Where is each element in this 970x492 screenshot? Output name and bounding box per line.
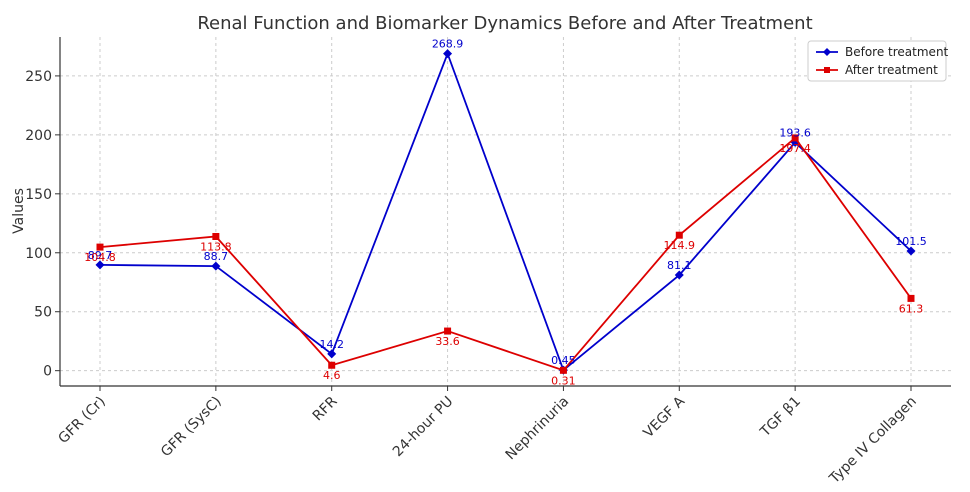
data-label: 0.45 — [551, 354, 576, 367]
data-point — [211, 261, 221, 271]
series-line-after — [99, 136, 912, 372]
data-label: 81.1 — [667, 259, 692, 272]
data-point — [328, 361, 336, 369]
data-label: 0.31 — [551, 374, 576, 387]
data-label: 197.4 — [779, 142, 811, 155]
data-point — [906, 246, 916, 256]
y-tick-label: 0 — [43, 364, 52, 380]
chart-title: Renal Function and Biomarker Dynamics Be… — [197, 13, 812, 34]
data-labels: 89.7 88.7 14.2 268.9 0.45 81.1 193.6 101.5 104.8… — [84, 38, 927, 388]
data-label: 4.6 — [323, 369, 341, 382]
data-label: 101.5 — [895, 235, 927, 248]
data-point — [212, 232, 220, 240]
data-label: 268.9 — [432, 38, 464, 51]
y-tick-label: 250 — [25, 69, 52, 85]
axes: 0 50 100 150 200 250 GFR (Cr) GFR (SysC) RFR 24-h… — [25, 37, 951, 487]
series-line-before — [99, 51, 912, 372]
legend-box — [807, 40, 947, 82]
data-point — [559, 366, 567, 374]
series-layer — [95, 49, 916, 375]
x-tick-label: Type IV Collagen — [826, 394, 920, 488]
legend-label: After treatment — [845, 63, 938, 77]
data-label: 114.9 — [664, 239, 696, 252]
legend-marker — [824, 67, 830, 73]
y-tick-label: 150 — [25, 187, 52, 203]
data-point — [674, 270, 684, 280]
x-tick-label: GFR (Cr) — [55, 394, 108, 447]
y-tick-label: 200 — [25, 128, 52, 144]
x-tick-label: RFR — [310, 393, 341, 424]
data-label: 61.3 — [899, 302, 924, 315]
data-point — [95, 260, 105, 270]
data-point — [443, 49, 453, 59]
data-label: 113.8 — [200, 240, 232, 253]
data-label: 193.6 — [779, 126, 811, 139]
data-point — [444, 327, 452, 335]
data-label: 104.8 — [84, 251, 116, 264]
legend-label: Before treatment — [845, 45, 949, 59]
data-label: 89.7 — [88, 249, 113, 262]
x-tick-label: Nephrinuria — [503, 394, 573, 464]
legend-marker — [823, 48, 831, 56]
data-point — [907, 294, 915, 302]
x-tick-label: GFR (SysC) — [158, 394, 225, 461]
data-point — [675, 231, 683, 239]
y-tick-label: 100 — [25, 246, 52, 262]
y-tick-label: 50 — [34, 305, 52, 321]
data-label: 14.2 — [319, 338, 344, 351]
data-point — [96, 243, 104, 251]
x-tick-label: VEGF A — [640, 393, 688, 441]
data-label: 33.6 — [435, 335, 460, 348]
legend: Before treatment After treatment — [807, 40, 949, 82]
data-label: 88.7 — [204, 250, 229, 263]
x-tick-label: 24-hour PU — [390, 394, 457, 461]
data-point — [327, 349, 337, 359]
x-tick-label: TGF β1 — [757, 394, 804, 441]
grid-lines — [60, 37, 951, 386]
data-point — [791, 134, 799, 142]
y-axis-label: Values — [11, 188, 27, 234]
